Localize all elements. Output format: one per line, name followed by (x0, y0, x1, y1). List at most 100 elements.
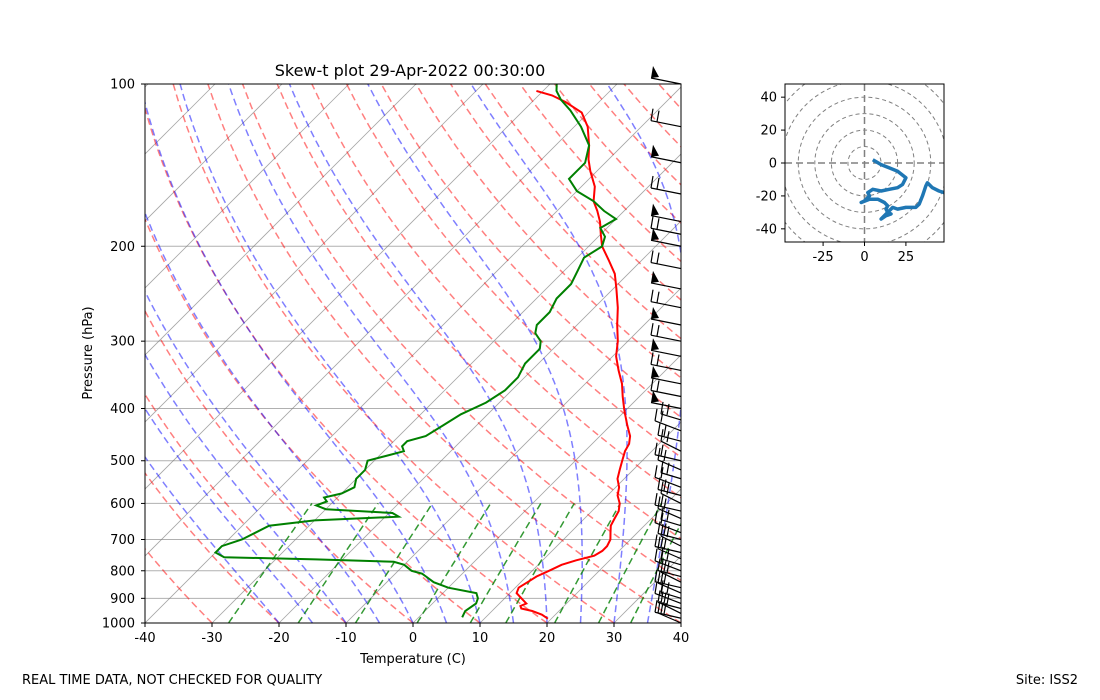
wind-barb-staff (660, 519, 682, 527)
wind-barb-flag (656, 110, 660, 122)
mixing-ratio-line (354, 502, 434, 623)
wind-barb-staff (650, 363, 682, 372)
hodo-x-tick-label: 0 (860, 250, 868, 265)
dewpoint-profile (213, 84, 618, 618)
isotherm-line (613, 555, 681, 623)
dry-adiabat-line (172, 84, 615, 623)
wind-barb-flag (650, 216, 654, 229)
moist-adiabat-line (145, 407, 314, 623)
wind-barb-staff (650, 77, 682, 85)
temperature-profile (515, 89, 632, 620)
wind-barb-flag (666, 431, 670, 443)
wind-barb-staff (650, 318, 682, 326)
wind-barb-flag (666, 403, 670, 416)
wind-barb-flag (660, 507, 664, 520)
wind-barb-staff (650, 377, 682, 385)
moist-adiabat-line (606, 84, 681, 623)
dry-adiabat-line (311, 84, 681, 499)
wind-barb-staff (650, 187, 682, 195)
wind-barb-flag (660, 602, 664, 614)
wind-barb-pennant (651, 365, 659, 378)
wind-barb-staff (650, 282, 682, 290)
isotherm-line (145, 84, 350, 289)
wind-barb-staff (650, 334, 682, 342)
wind-barb-flag (663, 523, 667, 535)
wind-barb-flag (654, 442, 658, 455)
dry-adiabat-line (484, 84, 681, 301)
moist-adiabat-line (145, 210, 414, 623)
wind-barb-flag (660, 536, 664, 548)
wind-barb-staff (657, 612, 682, 624)
wind-barb-flag (657, 477, 661, 490)
isotherm-line (145, 86, 681, 623)
wind-barbs (650, 66, 682, 624)
wind-barb-flag (656, 325, 660, 337)
dry-adiabat-line (145, 106, 548, 623)
wind-barb-flag (654, 569, 658, 582)
mixing-ratio-line (416, 503, 492, 623)
hodo-y-tick-label: 40 (760, 91, 777, 106)
wind-barb-flag (657, 521, 661, 534)
wind-barb-pennant (651, 66, 659, 78)
isotherm-line (145, 84, 417, 356)
wind-barb-flag (660, 467, 664, 479)
wind-barb-staff (660, 571, 682, 583)
dry-adiabat-line (145, 471, 280, 623)
wind-barb-flag (657, 423, 661, 436)
moist-adiabat-line (470, 84, 628, 623)
isotherm-line (145, 84, 283, 222)
wind-barb-flag (654, 600, 658, 613)
wind-barb-staff (650, 227, 682, 235)
wind-barb-flag (660, 571, 664, 583)
isotherm-line (145, 84, 551, 490)
wind-barb-flag (660, 494, 664, 507)
wind-barb-staff (650, 156, 682, 164)
wind-barb-staff (660, 472, 682, 480)
wind-barb-staff (650, 389, 682, 398)
wind-barb-staff (660, 413, 682, 421)
y-tick-label: 900 (110, 592, 135, 607)
x-tick-label: -20 (268, 631, 289, 646)
isotherm-line (546, 488, 681, 623)
wind-barb-flag (654, 408, 658, 421)
hodo-y-tick-label: -40 (756, 222, 777, 237)
mixing-ratio-line (297, 502, 379, 623)
wind-barb-flag (654, 548, 658, 561)
wind-barb-flag (654, 581, 658, 594)
wind-barb-flag (657, 558, 661, 571)
mixing-ratio-line (597, 503, 663, 623)
wind-barb-staff (650, 215, 682, 223)
wind-barb-flag (657, 600, 661, 614)
wind-barb-flag (663, 592, 667, 604)
y-tick-label: 300 (110, 335, 135, 350)
wind-barb-pennant (651, 390, 659, 403)
wind-barb-flag (666, 593, 670, 605)
wind-barb-flag (654, 534, 658, 547)
wind-barb-staff (654, 420, 682, 432)
wind-barb-flag (656, 291, 660, 303)
wind-barb-flag (660, 583, 664, 595)
wind-barb-staff (660, 558, 682, 566)
y-tick-label: 800 (110, 564, 135, 579)
mixing-ratio-line (554, 503, 621, 623)
dry-adiabat-line (449, 84, 681, 340)
hodograph-trace (859, 158, 944, 221)
dry-adiabat-line (241, 84, 681, 582)
wind-barb-flag (656, 252, 660, 264)
wind-barb-staff (650, 349, 682, 357)
wind-barb-staff (660, 492, 682, 504)
wind-barb-staff (660, 591, 682, 599)
wind-barb-flag (657, 447, 661, 461)
wind-barb-flag (663, 449, 667, 462)
wind-barb-flag (663, 425, 667, 437)
x-tick-label: 20 (539, 631, 556, 646)
dry-adiabat-line (345, 84, 681, 459)
wind-barb-staff (654, 545, 682, 554)
quality-note: REAL TIME DATA, NOT CHECKED FOR QUALITY (22, 673, 323, 688)
x-tick-label: 40 (673, 631, 690, 646)
wind-barb-staff (660, 602, 682, 614)
wind-barb-staff (657, 569, 682, 578)
hodograph-line (859, 158, 944, 221)
skew-t-background-lines (145, 84, 681, 623)
